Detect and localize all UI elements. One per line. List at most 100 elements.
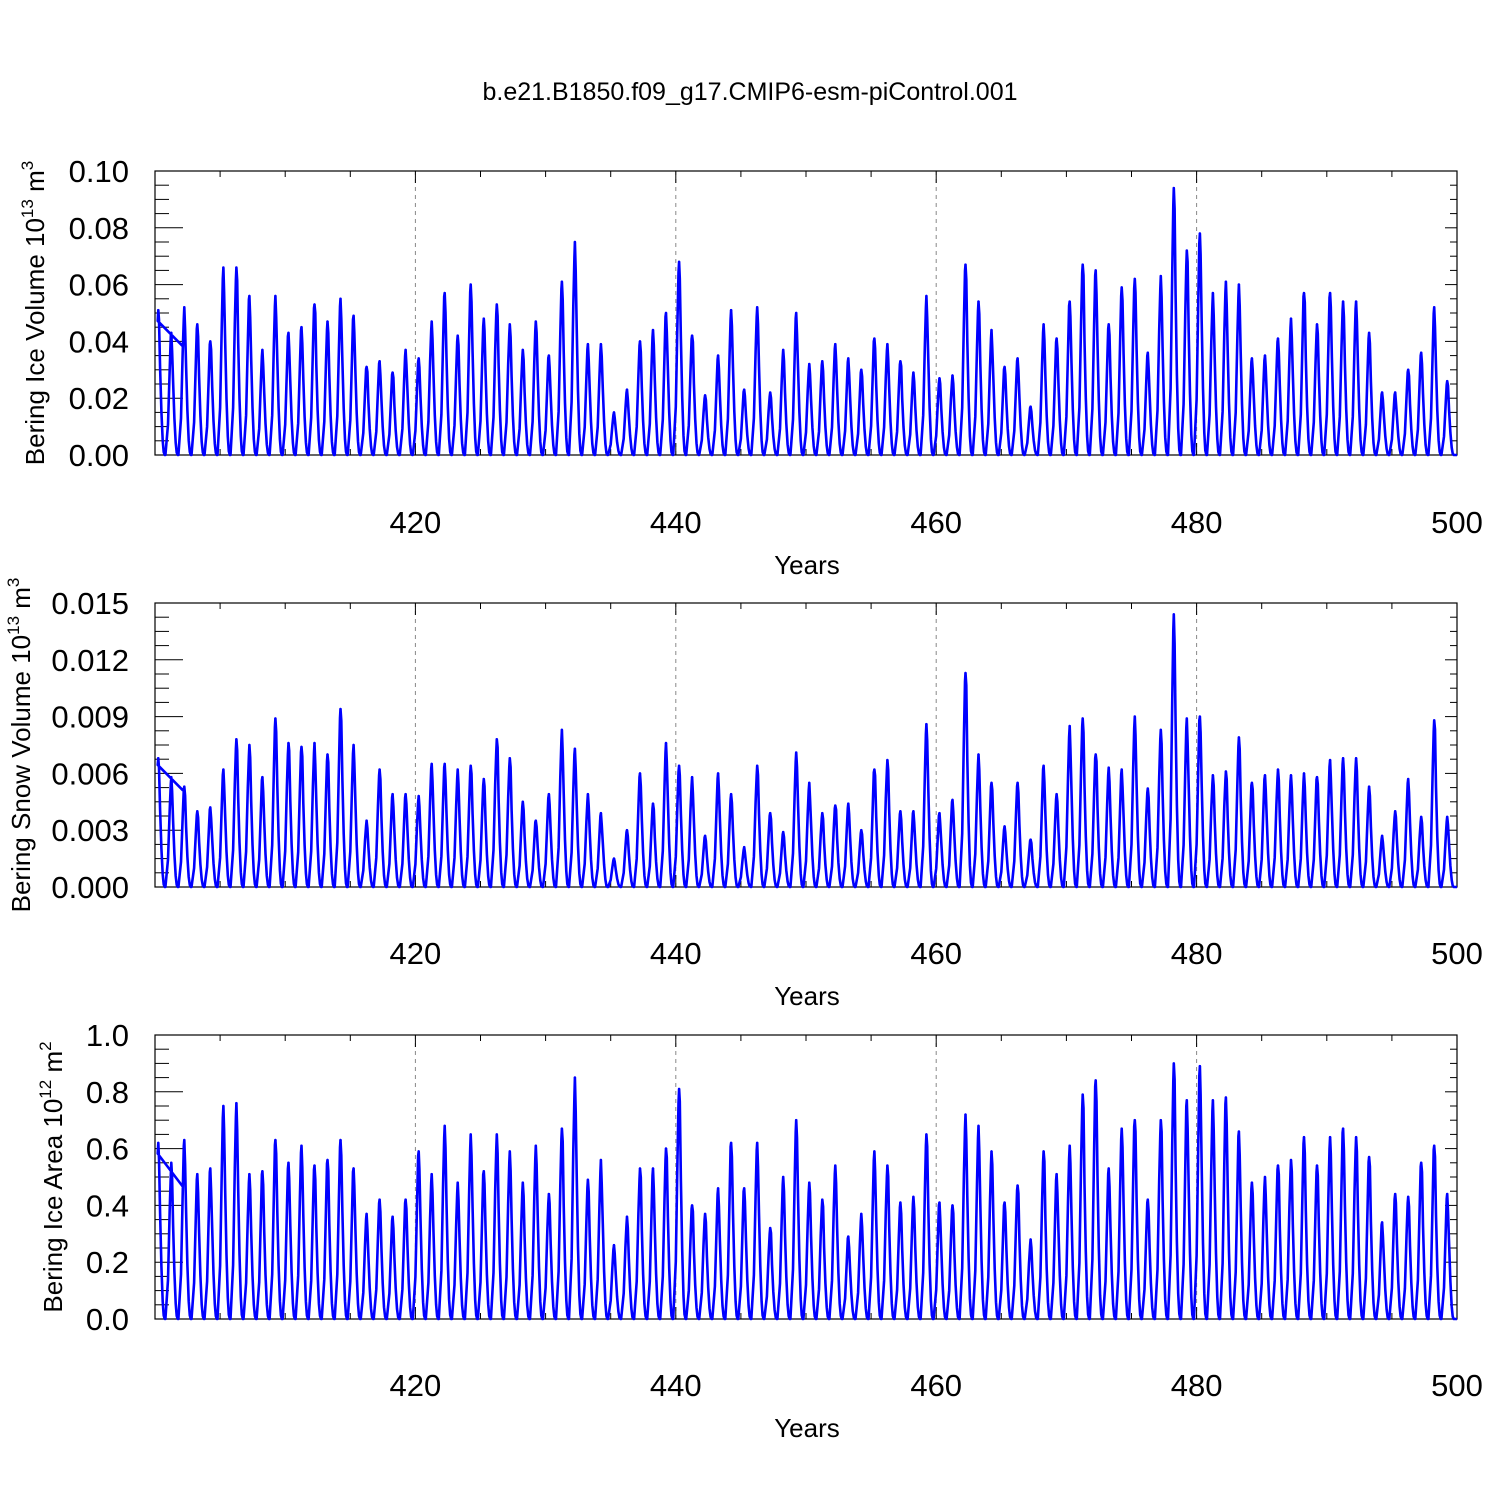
panel-3: 0.0 0.2 0.4 0.6 0.8 1.0 420 440 460 480 500 Years Be… [36, 1018, 1483, 1443]
data-point [469, 764, 472, 768]
data-point [1146, 351, 1149, 354]
data-point [1380, 834, 1384, 838]
data-point [795, 1119, 798, 1122]
data-point [808, 1181, 811, 1184]
data-point [326, 1158, 329, 1162]
y-axis-label: Bering Ice Area 1012 m2 [36, 1041, 68, 1312]
data-point [1172, 613, 1176, 616]
data-point [1250, 781, 1254, 785]
data-point [521, 800, 525, 803]
data-point [1107, 323, 1110, 326]
data-point [912, 1195, 915, 1199]
data-point [886, 758, 889, 762]
data-point [443, 291, 446, 295]
data-point [1159, 274, 1162, 278]
data-point [157, 308, 160, 312]
data-point [1406, 368, 1410, 371]
data-point [274, 717, 277, 720]
y-tick-label: 0.0 [86, 1302, 129, 1337]
data-point [912, 810, 915, 813]
y-tick-label: 0.06 [69, 268, 129, 303]
data-point [274, 294, 277, 298]
data-point [170, 775, 173, 779]
data-point [768, 391, 772, 394]
data-point [690, 775, 694, 779]
data-point [899, 1201, 902, 1204]
data-point [443, 762, 446, 766]
data-point [170, 331, 173, 335]
data-point [560, 1127, 564, 1130]
data-point [1120, 1127, 1123, 1130]
x-tick-label: 500 [1431, 936, 1483, 971]
y-axis-label: Bering Snow Volume 1013 m3 [4, 578, 36, 913]
data-point [729, 793, 733, 796]
data-point [768, 1226, 772, 1230]
data-point [235, 1101, 238, 1105]
x-axis-label: Years [774, 550, 840, 580]
data-point [951, 374, 954, 377]
data-point [586, 793, 590, 796]
data-point [508, 757, 511, 760]
data-point [1380, 391, 1384, 394]
data-point [560, 280, 564, 283]
data-point [990, 328, 993, 332]
data-point [1341, 1127, 1345, 1130]
data-point [313, 741, 316, 745]
data-point [1302, 1136, 1306, 1139]
x-axis-label: Years [774, 981, 840, 1011]
data-point [378, 1198, 381, 1201]
data-point [1120, 768, 1123, 771]
data-point [443, 1124, 446, 1128]
data-point [782, 348, 785, 352]
data-point [1185, 717, 1189, 720]
data-point [1237, 736, 1241, 739]
data-point [1263, 354, 1267, 357]
data-point [417, 794, 420, 798]
data-point [495, 738, 498, 741]
data-point [1354, 757, 1358, 760]
data-point [1029, 838, 1032, 841]
data-point [938, 811, 941, 815]
data-point [1224, 280, 1228, 283]
y-tick-label: 0.08 [69, 211, 129, 246]
data-point [1419, 815, 1423, 819]
data-point [1055, 1172, 1058, 1176]
data-point [391, 793, 394, 796]
data-point [1250, 1181, 1254, 1184]
x-tick-label: 420 [390, 1368, 442, 1403]
data-point [795, 751, 798, 754]
panel-2: 0.000 0.003 0.006 0.009 0.012 0.015 420 440 460 4… [4, 578, 1483, 1011]
data-point [690, 1204, 694, 1207]
y-tick-label: 0.012 [51, 643, 129, 678]
data-point [729, 1141, 733, 1145]
data-point [326, 753, 329, 756]
x-tick-label: 460 [910, 936, 962, 971]
data-point [391, 1215, 394, 1218]
data-point [573, 1076, 577, 1079]
data-point [716, 772, 720, 775]
data-point [1446, 1192, 1449, 1196]
data-point [365, 365, 368, 369]
data-point [1211, 1099, 1215, 1102]
data-point [1159, 1119, 1162, 1122]
data-point [222, 1104, 225, 1108]
data-point [1133, 277, 1136, 281]
data-point [990, 1150, 993, 1153]
data-point [625, 1215, 629, 1218]
data-point [196, 323, 199, 326]
data-point [157, 1141, 160, 1145]
data-point [638, 340, 642, 343]
data-point [287, 1161, 290, 1165]
data-point [703, 1212, 707, 1216]
data-point [742, 1187, 746, 1190]
x-tick-label: 500 [1431, 505, 1483, 540]
data-point [1276, 337, 1280, 340]
data-point [847, 802, 850, 805]
data-point [573, 747, 577, 750]
data-point [352, 1167, 355, 1170]
data-point [1146, 1198, 1149, 1201]
data-point [261, 348, 264, 352]
data-point [222, 768, 225, 771]
data-point [677, 1087, 681, 1091]
data-point [430, 320, 433, 323]
